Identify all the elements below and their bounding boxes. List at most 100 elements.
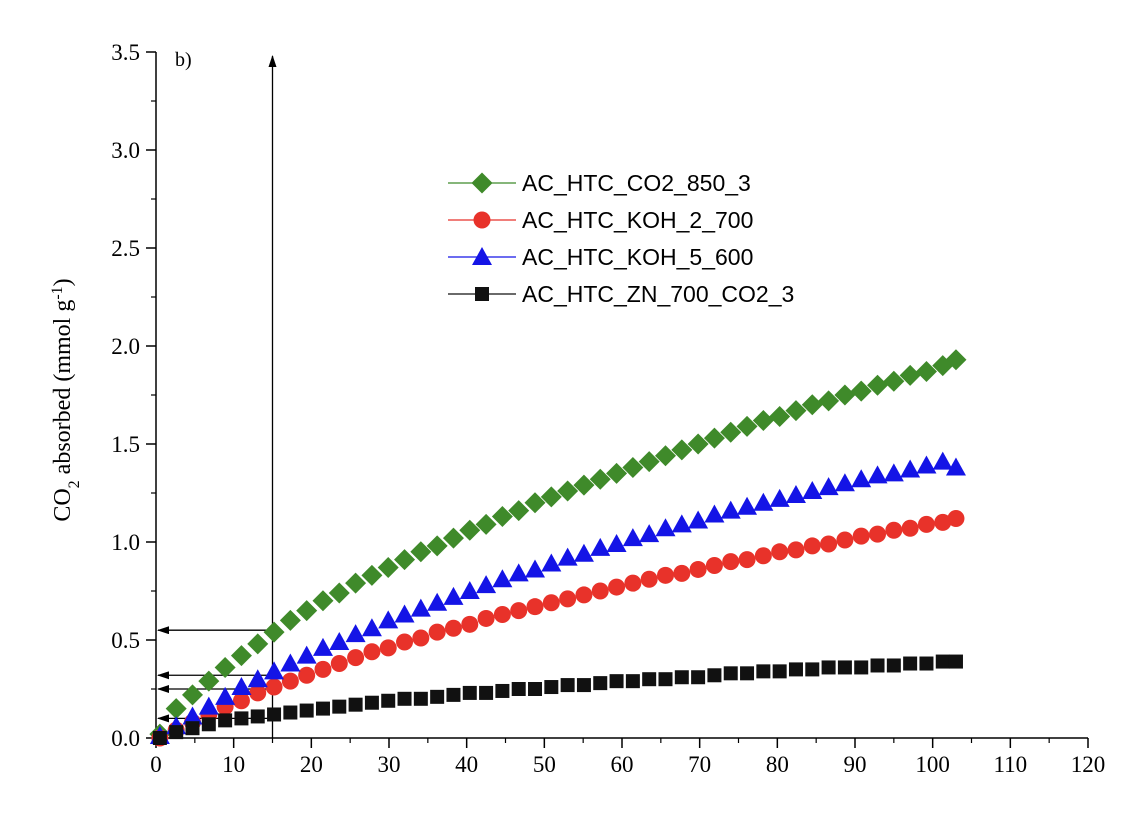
data-point (606, 533, 627, 552)
x-tick-label: 40 (455, 752, 478, 777)
legend-label: AC_HTC_CO2_850_3 (522, 170, 751, 196)
data-point (573, 543, 594, 562)
x-tick-label: 100 (915, 752, 950, 777)
data-point (410, 541, 432, 563)
data-point (899, 364, 921, 386)
data-point (230, 645, 252, 667)
data-point (673, 564, 691, 582)
data-point (280, 653, 301, 672)
data-point (329, 631, 350, 650)
data-point (787, 541, 805, 559)
data-point (560, 678, 575, 693)
data-point (740, 666, 755, 681)
y-axis-title: CO2 absorbed (mmol g-1) (49, 278, 83, 521)
y-tick-label: 0.5 (111, 628, 140, 653)
panel-label: b) (175, 49, 192, 71)
data-point (935, 654, 950, 669)
x-tick-label: 50 (533, 752, 556, 777)
data-point (381, 693, 396, 708)
data-point (852, 527, 870, 545)
data-point (442, 527, 464, 549)
data-point (691, 670, 706, 685)
data-point (720, 421, 742, 443)
data-point (851, 469, 872, 488)
data-point (364, 695, 379, 710)
data-point (559, 590, 577, 608)
data-point (576, 678, 591, 693)
data-point (687, 433, 709, 455)
data-point (916, 455, 937, 474)
data-point (461, 615, 479, 633)
data-point (428, 623, 446, 641)
data-point (769, 406, 791, 428)
data-point (215, 686, 236, 705)
data-point (524, 492, 546, 514)
data-point (263, 621, 285, 643)
data-point (312, 637, 333, 656)
legend-entry: AC_HTC_ZN_700_CO2_3 (448, 281, 794, 307)
data-point (462, 685, 477, 700)
data-point (590, 537, 611, 556)
data-point (296, 645, 317, 664)
data-point (917, 515, 935, 533)
data-point (430, 689, 445, 704)
data-point (575, 586, 593, 604)
data-point (299, 703, 314, 718)
data-point (752, 409, 774, 431)
data-point (802, 481, 823, 500)
data-point (836, 531, 854, 549)
data-point (234, 711, 249, 726)
data-point (771, 543, 789, 561)
data-point (332, 699, 347, 714)
data-point (459, 519, 481, 541)
data-point (281, 672, 299, 690)
legend-label: AC_HTC_KOH_5_600 (522, 244, 753, 270)
data-point (945, 349, 967, 371)
data-point (785, 400, 807, 422)
data-point (870, 658, 885, 673)
data-point (622, 528, 643, 547)
legend-marker (475, 287, 489, 301)
x-tick-label: 120 (1071, 752, 1106, 777)
y-tick-label: 3.0 (111, 138, 140, 163)
data-point (722, 553, 740, 571)
data-point (772, 664, 787, 679)
data-point (736, 415, 758, 437)
legend-label: AC_HTC_KOH_2_700 (522, 207, 753, 233)
series-ac-htc-zn-700-co2-3 (152, 654, 963, 745)
x-tick-label: 80 (766, 752, 789, 777)
data-point (265, 678, 283, 696)
data-point (410, 598, 431, 617)
data-point (805, 662, 820, 677)
data-point (557, 547, 578, 566)
legend-entry: AC_HTC_KOH_5_600 (448, 244, 753, 270)
data-point (169, 725, 184, 740)
data-point (818, 477, 839, 496)
data-point (723, 666, 738, 681)
data-point (315, 701, 330, 716)
data-point (704, 504, 725, 523)
data-point (427, 592, 448, 611)
data-point (639, 524, 660, 543)
data-point (348, 697, 363, 712)
data-point (198, 696, 219, 715)
data-point (444, 619, 462, 637)
data-point (298, 666, 316, 684)
data-point (769, 488, 790, 507)
data-point (834, 473, 855, 492)
data-point (296, 600, 318, 622)
data-point (656, 566, 674, 584)
data-point (249, 684, 267, 702)
data-point (689, 560, 707, 578)
data-point (820, 535, 838, 553)
annotation-lines (157, 55, 277, 738)
data-point (247, 633, 269, 655)
x-tick-label: 30 (378, 752, 401, 777)
data-point (492, 569, 513, 588)
data-point (850, 380, 872, 402)
legend-marker (471, 172, 493, 194)
data-point (250, 709, 265, 724)
data-point (869, 525, 887, 543)
data-point (573, 474, 595, 496)
data-point (508, 500, 530, 522)
